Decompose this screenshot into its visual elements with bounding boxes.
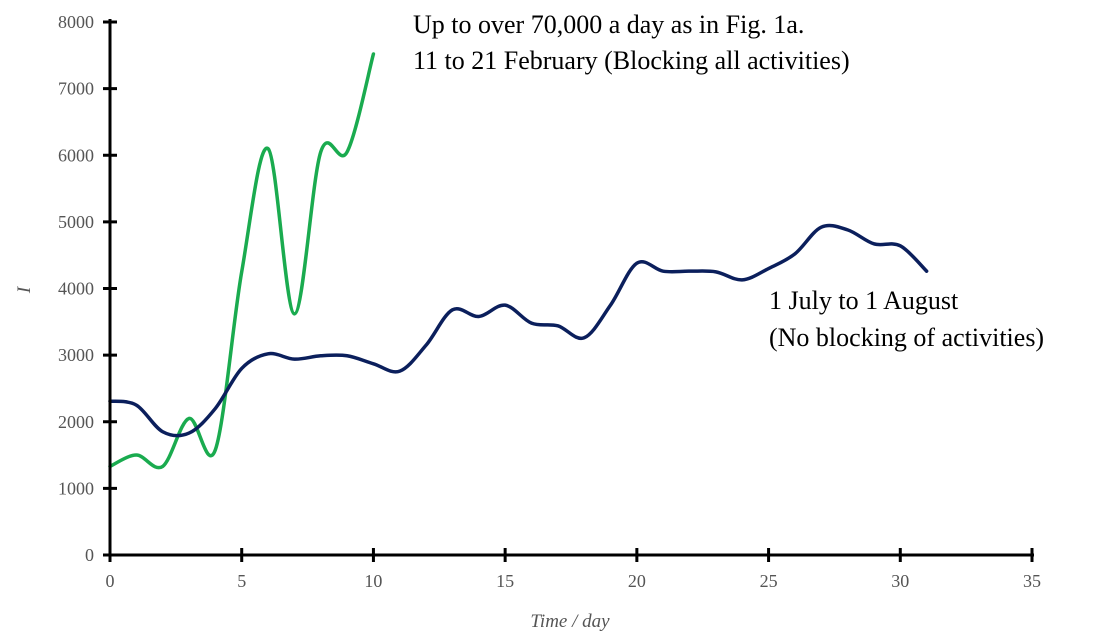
x-axis-ticks: 0 5 10 15 20 25 30 35 [106,548,1041,591]
x-tick-label: 25 [760,571,778,591]
x-tick-label: 20 [628,571,646,591]
series-line-jul [108,223,929,438]
y-tick-label: 2000 [58,412,94,432]
jul-annotation-line-2: (No blocking of activities) [769,323,1044,352]
x-tick-label: 10 [364,571,382,591]
x-tick-label: 30 [891,571,909,591]
plot-area [108,52,929,470]
x-tick-label: 0 [106,571,115,591]
jul-annotation-line-1: 1 July to 1 August [769,286,959,315]
y-tick-label: 6000 [58,145,94,165]
y-tick-label: 5000 [58,212,94,232]
y-axis-ticks: 0 1000 2000 3000 4000 5000 6000 7000 8000 [58,12,117,565]
x-axis-title: Time / day [530,611,610,632]
series-line-feb [108,52,376,470]
feb-annotation-line-1: Up to over 70,000 a day as in Fig. 1a. [413,10,804,39]
y-tick-label: 0 [85,545,94,565]
x-tick-label: 5 [237,571,246,591]
x-tick-label: 35 [1023,571,1041,591]
y-tick-label: 7000 [58,79,94,99]
feb-annotation-line-2: 11 to 21 February (Blocking all activiti… [413,46,850,75]
y-tick-label: 1000 [58,478,94,498]
y-tick-label: 3000 [58,345,94,365]
y-axis-title: I [14,285,35,294]
x-tick-label: 15 [496,571,514,591]
y-tick-label: 4000 [58,279,94,299]
y-tick-label: 8000 [58,12,94,32]
